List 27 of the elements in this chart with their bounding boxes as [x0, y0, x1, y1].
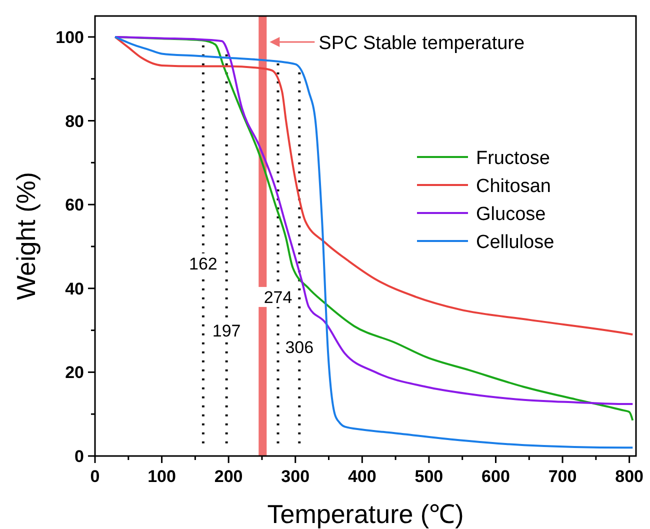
ref-line-label: 197 — [212, 321, 241, 340]
x-tick-label: 200 — [214, 467, 243, 486]
legend-label: Glucose — [476, 204, 546, 225]
x-tick-label: 400 — [348, 467, 376, 486]
legend-label: Fructose — [476, 148, 550, 169]
x-tick-label: 100 — [148, 467, 176, 486]
band-label: SPC Stable temperature — [318, 33, 525, 54]
y-tick-label: 80 — [65, 112, 84, 131]
ref-line-label: 162 — [189, 254, 218, 274]
line-series — [114, 36, 634, 336]
x-tick-label: 500 — [414, 467, 444, 486]
x-axis-title: Temperature (℃) — [267, 499, 464, 529]
y-axis-title: Weight (%) — [11, 172, 41, 300]
ref-line-label: 306 — [285, 338, 314, 358]
x-tick-label: 300 — [281, 467, 310, 486]
y-tick-label: 0 — [74, 447, 84, 466]
legend-label: Cellulose — [476, 232, 554, 253]
x-tick-label: 700 — [548, 467, 577, 486]
ref-line-label: 274 — [264, 288, 292, 307]
x-tick-label: 0 — [90, 467, 100, 486]
y-tick-label: 100 — [56, 28, 84, 47]
x-tick-label: 800 — [615, 467, 644, 486]
y-tick-label: 40 — [65, 279, 84, 298]
legend-label: Chitosan — [476, 176, 551, 197]
y-tick-label: 20 — [65, 363, 84, 382]
x-tick-label: 600 — [482, 467, 510, 486]
y-tick-label: 60 — [65, 196, 84, 215]
